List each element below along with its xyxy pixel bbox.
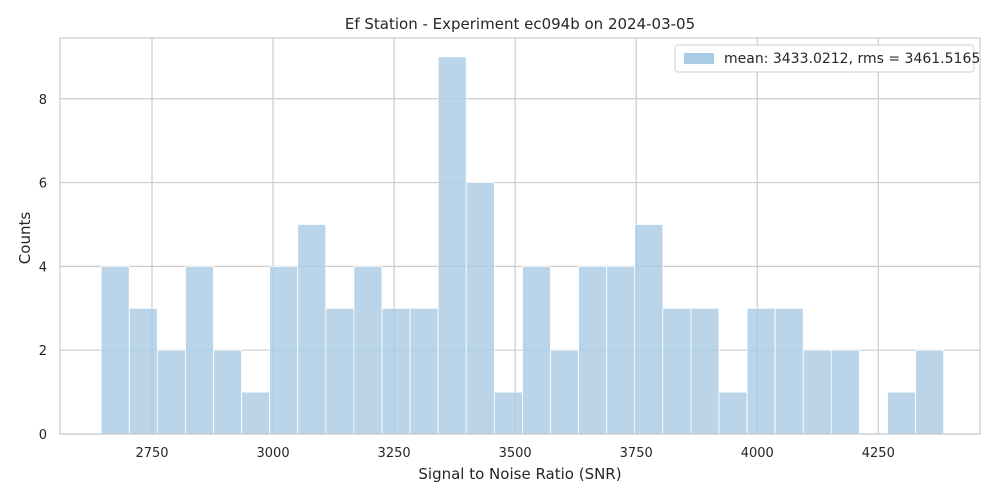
histogram-bar	[578, 265, 608, 435]
x-tick-label: 2750	[135, 446, 168, 461]
histogram-bar	[213, 349, 242, 435]
y-tick-label: 0	[39, 428, 47, 443]
legend: mean: 3433.0212, rms = 3461.5165	[674, 44, 980, 73]
y-axis-label: Counts	[16, 212, 34, 265]
histogram-bar	[746, 307, 776, 435]
x-tick-label: 3000	[257, 446, 290, 461]
y-tick-labels: 0 2 4 6 8	[39, 93, 47, 443]
legend-box	[674, 44, 975, 73]
x-tick-labels: 2750 3000 3250 3500 3750 4000 4250	[135, 446, 894, 461]
histogram-bar	[269, 265, 299, 435]
histogram-bar	[887, 391, 917, 435]
x-tick-label: 3250	[378, 446, 411, 461]
plot-frame	[59, 37, 981, 435]
y-tick-label: 2	[39, 344, 47, 359]
histogram-bar	[325, 307, 355, 435]
histogram-bar	[437, 56, 467, 435]
y-tick-label: 4	[39, 260, 47, 275]
legend-swatch	[684, 53, 714, 64]
histogram-bar	[465, 182, 495, 435]
histogram-bar	[830, 349, 860, 435]
histogram-bar	[409, 307, 439, 435]
histogram-bar	[634, 224, 664, 435]
y-tick-label: 6	[39, 177, 47, 192]
histogram-bar	[156, 349, 186, 435]
y-tick-label: 8	[39, 93, 47, 108]
histogram-bar	[802, 349, 832, 435]
x-tick-label: 4000	[741, 446, 774, 461]
histogram-bar	[915, 349, 945, 435]
histogram-bar	[662, 307, 692, 435]
x-tick-label: 3750	[620, 446, 653, 461]
histogram-bar	[241, 391, 271, 435]
legend-label: mean: 3433.0212, rms = 3461.5165	[724, 51, 980, 67]
histogram-bar	[522, 265, 551, 435]
histogram-bar	[493, 391, 523, 435]
histogram-bar	[690, 307, 720, 435]
x-axis-label: Signal to Noise Ratio (SNR)	[418, 465, 621, 483]
histogram-bar	[100, 265, 130, 435]
x-tick-label: 4250	[862, 446, 895, 461]
histogram-bar	[550, 349, 579, 435]
histogram-bars	[100, 56, 945, 435]
histogram-bar	[128, 307, 158, 435]
chart-title: Ef Station - Experiment ec094b on 2024-0…	[345, 15, 695, 33]
histogram-bar	[718, 391, 748, 435]
histogram-bar	[353, 265, 383, 435]
x-tick-label: 3500	[499, 446, 532, 461]
histogram-bar	[297, 224, 327, 435]
histogram-bar	[606, 265, 636, 435]
histogram-bar	[185, 265, 214, 435]
histogram-bar	[381, 307, 411, 435]
histogram-bar	[774, 307, 804, 435]
